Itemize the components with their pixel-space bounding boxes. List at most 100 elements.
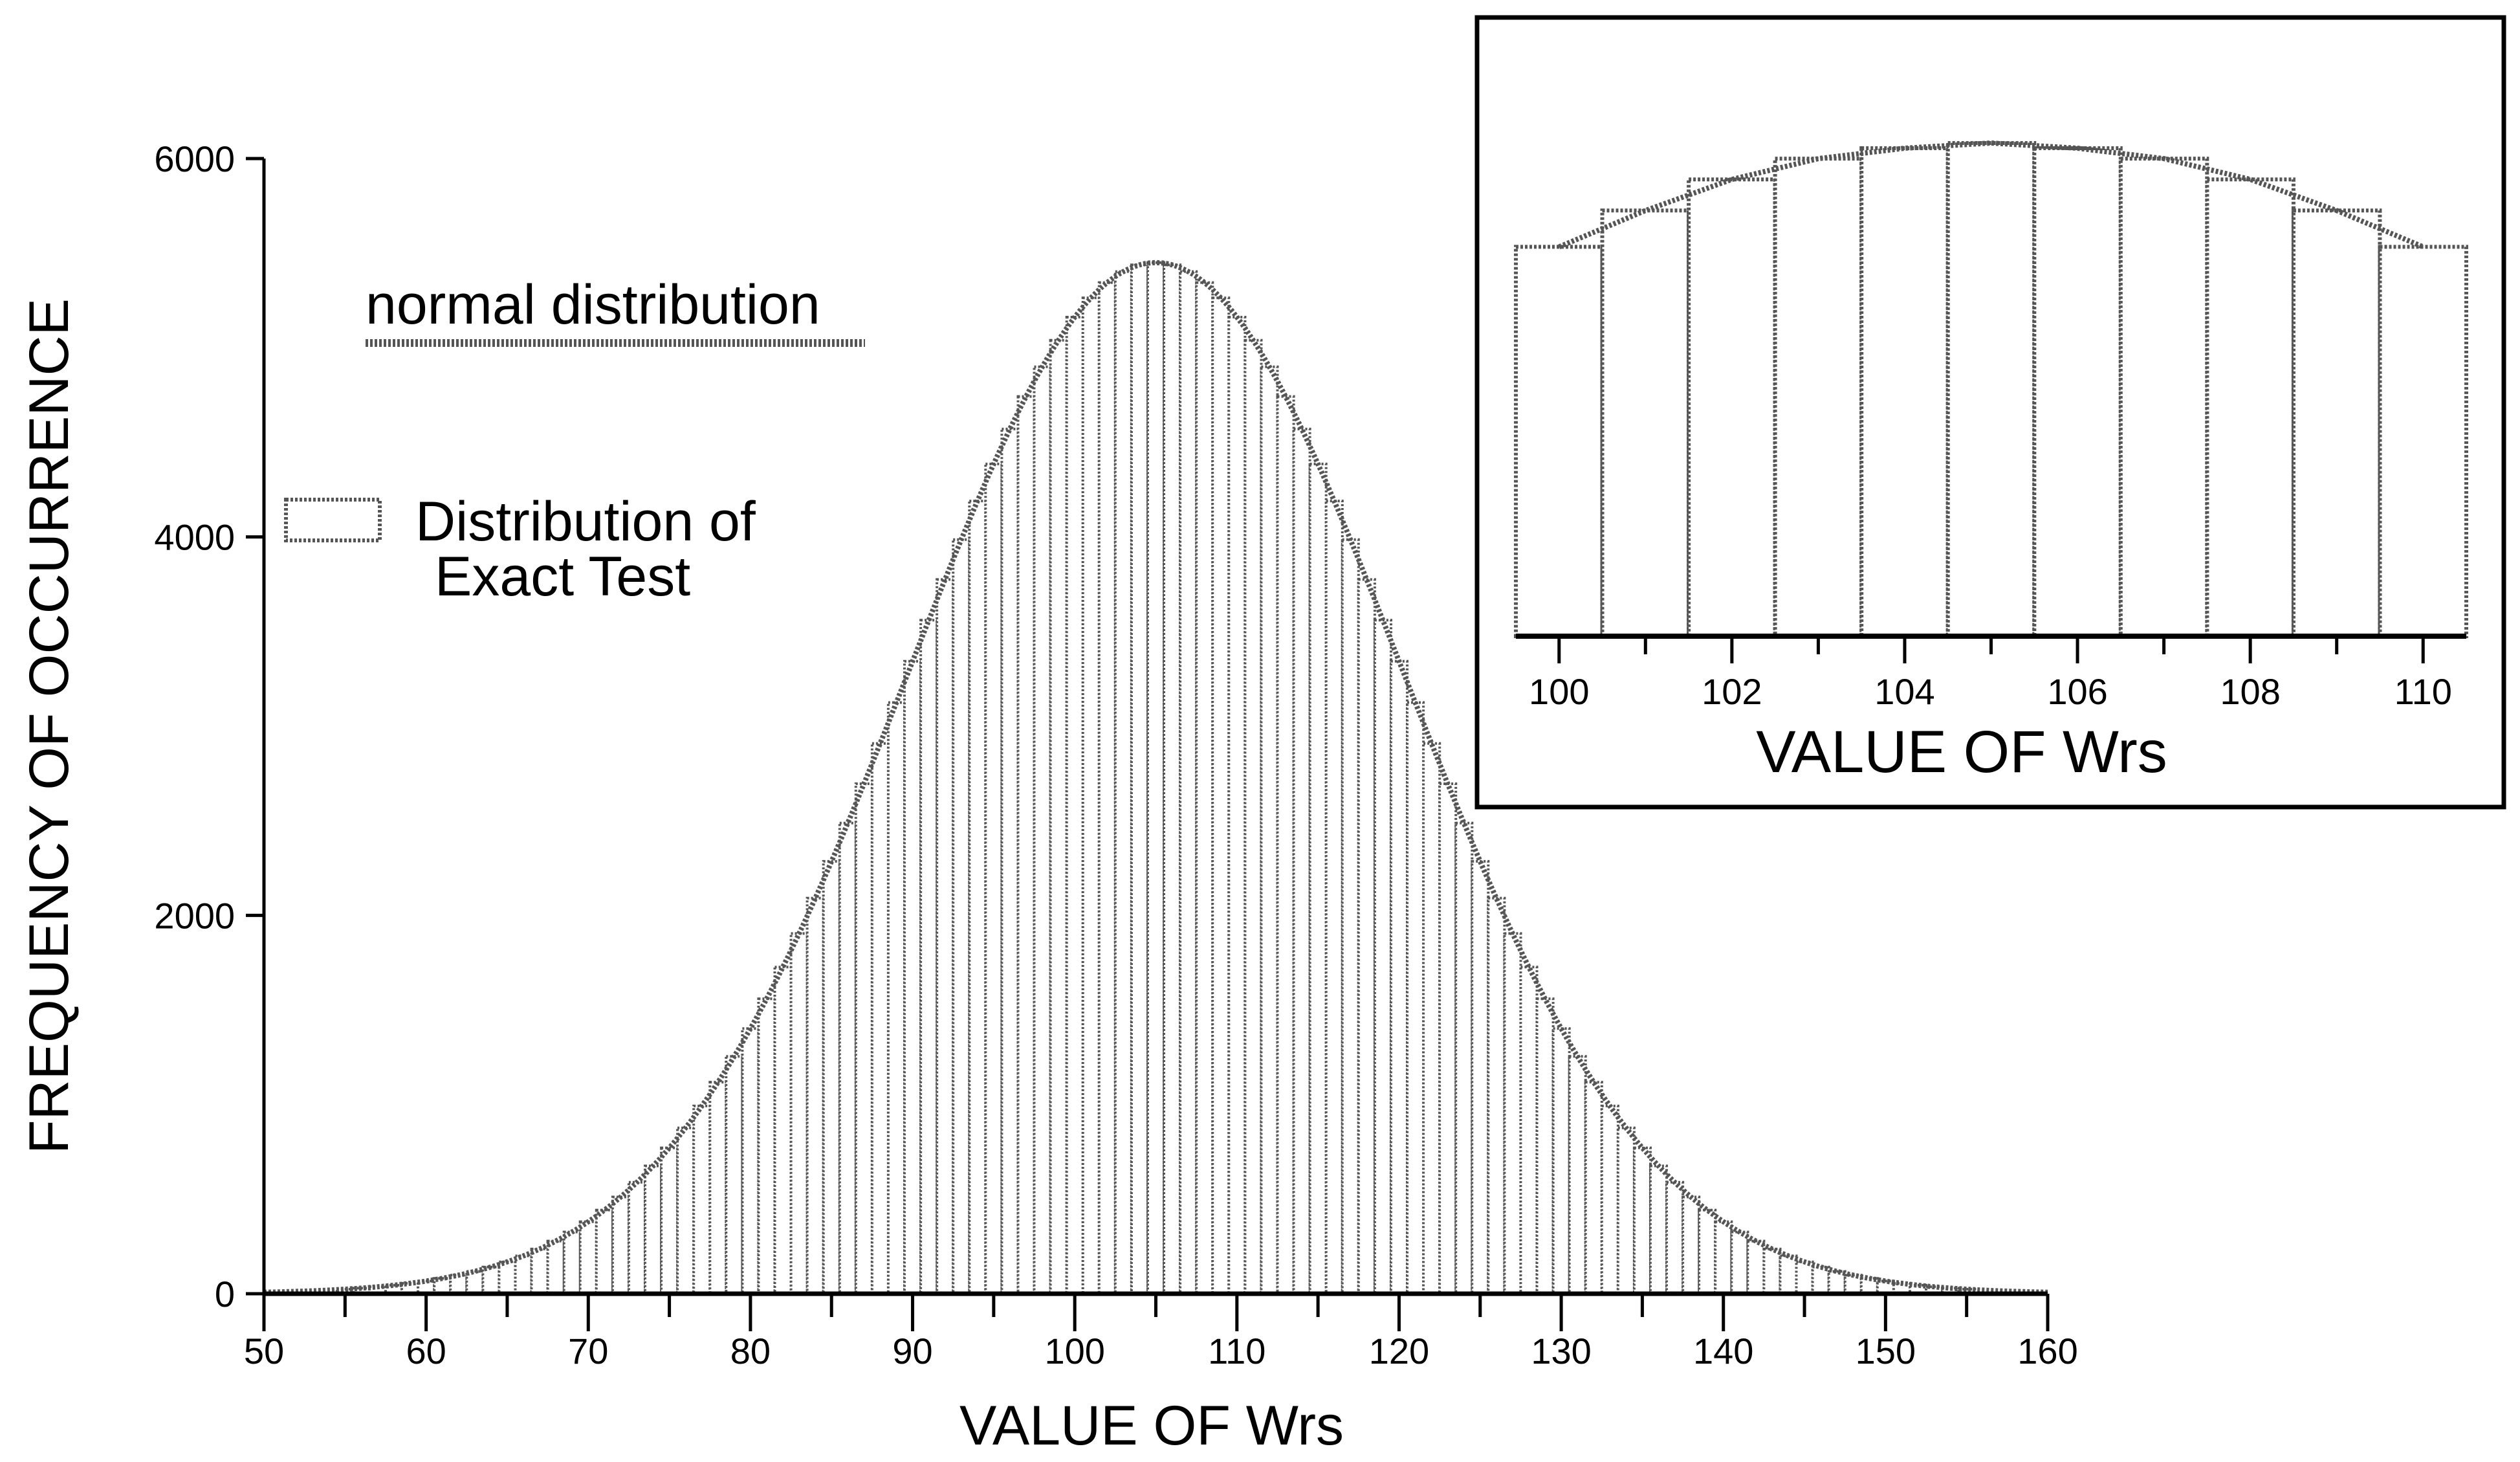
bar (660, 1146, 679, 1295)
bar (1049, 338, 1068, 1296)
bar (773, 966, 793, 1295)
bar (838, 821, 857, 1296)
bar (1065, 316, 1084, 1295)
bar (1260, 365, 1279, 1296)
inset-bar (1687, 177, 1777, 638)
bar (1551, 1027, 1571, 1295)
bar (1113, 270, 1133, 1296)
x-tick-label: 120 (1369, 1331, 1429, 1371)
bar (546, 1239, 565, 1295)
bar (1195, 281, 1214, 1296)
bar (514, 1254, 533, 1295)
y-tick-label: 6000 (154, 138, 235, 179)
bar (805, 896, 825, 1296)
y-tick-label: 2000 (154, 895, 235, 936)
bar (1730, 1230, 1749, 1295)
bar (562, 1230, 582, 1295)
y-axis-ticks: 0 2000 4000 6000 (154, 138, 264, 1314)
legend: normal distribution Distribution of Exac… (284, 274, 865, 608)
legend-curve-label: normal distribution (366, 274, 820, 336)
bar (1163, 263, 1182, 1296)
bar (919, 619, 939, 1295)
bar (1779, 1254, 1798, 1295)
bar (1033, 365, 1052, 1296)
bar (903, 659, 923, 1295)
bar (1389, 659, 1408, 1295)
bar (1227, 316, 1247, 1295)
bar (1843, 1274, 1863, 1296)
bar (1081, 296, 1101, 1296)
bar (1503, 932, 1522, 1295)
bar (1535, 997, 1555, 1295)
y-tick-label: 0 (215, 1274, 235, 1314)
bar (1795, 1260, 1814, 1295)
bar (1130, 263, 1150, 1296)
bar (870, 742, 890, 1295)
bar (1519, 966, 1539, 1295)
inset-bar (2032, 146, 2123, 638)
inset-x-tick-label: 100 (1529, 671, 1589, 712)
bar (595, 1208, 614, 1295)
bar (1146, 261, 1166, 1295)
bar (1341, 538, 1360, 1295)
bar (611, 1195, 631, 1295)
bar (1373, 619, 1392, 1295)
bar (968, 500, 987, 1295)
legend-bar-label-line2: Exact Test (435, 546, 690, 608)
inset-x-tick-label: 106 (2047, 671, 2107, 712)
x-tick-label: 60 (406, 1331, 446, 1371)
bar (854, 782, 873, 1295)
legend-bar-label-line1: Distribution of (415, 491, 756, 553)
bar (1244, 338, 1263, 1296)
x-tick-label: 80 (730, 1331, 771, 1371)
inset-x-tick-label: 108 (2220, 671, 2280, 712)
bar (757, 997, 776, 1295)
bar (741, 1027, 760, 1295)
bar (708, 1081, 728, 1295)
inset-x-axis-ticks: 100 102 104 106 108 110 (1529, 636, 2452, 712)
inset-normal-curve (1558, 140, 2424, 250)
x-tick-label: 140 (1693, 1331, 1753, 1371)
inset-bars (1514, 141, 2468, 639)
bar (417, 1279, 436, 1296)
inset-x-tick-label: 110 (2394, 671, 2452, 712)
bar (1097, 281, 1117, 1296)
x-axis-ticks: 50 60 70 80 90 100 110 120 130 140 150 160 (244, 1294, 2078, 1371)
bar (449, 1274, 468, 1296)
bar (1487, 896, 1506, 1296)
inset-bar (1859, 146, 1950, 638)
inset-bar (2118, 157, 2209, 639)
bar (1876, 1279, 1895, 1296)
bar (1698, 1208, 1717, 1295)
x-tick-label: 100 (1044, 1331, 1104, 1371)
inset-bar (2205, 177, 2295, 638)
bar (1292, 427, 1311, 1295)
x-tick-label: 90 (892, 1331, 932, 1371)
inset-bar (2291, 208, 2382, 638)
bar (1454, 821, 1474, 1296)
bar (692, 1104, 712, 1296)
bar (578, 1220, 598, 1295)
inset-bar (1600, 208, 1691, 638)
x-tick-label: 110 (1208, 1331, 1265, 1371)
bar (1682, 1195, 1701, 1295)
bar (1179, 270, 1198, 1296)
bar (1422, 742, 1441, 1295)
bar (1000, 427, 1020, 1295)
bar (1471, 859, 1490, 1295)
bar (1746, 1239, 1766, 1295)
bar (498, 1260, 517, 1295)
legend-bar-swatch (284, 498, 382, 542)
inset-x-tick-label: 104 (1874, 671, 1934, 712)
bar (952, 538, 971, 1295)
bar (644, 1164, 663, 1295)
inset-bar (1514, 245, 1605, 638)
y-tick-label: 4000 (154, 517, 235, 558)
bar (1406, 701, 1425, 1295)
bar (1211, 296, 1231, 1296)
bar (676, 1126, 696, 1295)
bar (1600, 1104, 1619, 1296)
bar (1568, 1055, 1587, 1295)
bar (1357, 578, 1376, 1295)
